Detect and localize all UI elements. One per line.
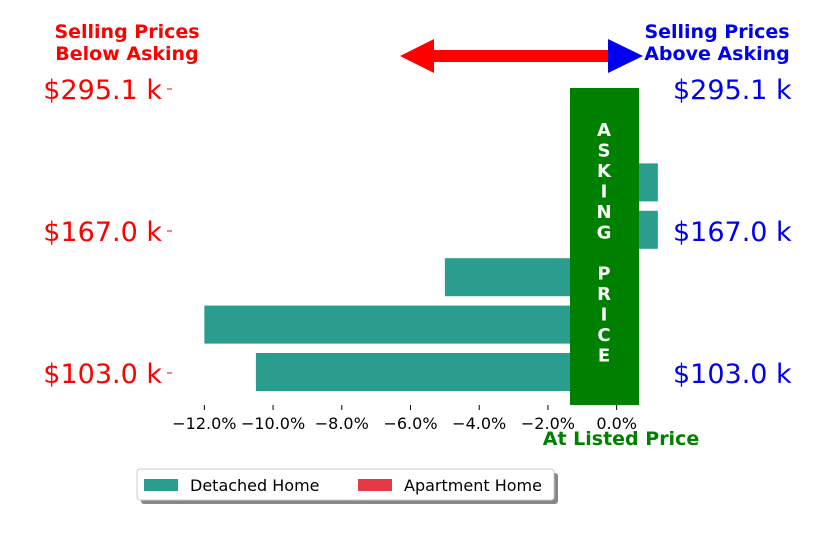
header-below-line2: Below Asking	[55, 43, 198, 65]
arrow-right-head	[608, 39, 643, 73]
asking-letter-3: I	[601, 182, 608, 203]
asking-letter-11: E	[598, 346, 610, 367]
legend: Detached Home Apartment Home	[136, 468, 558, 504]
y-left-label-top: $295.1 k	[43, 75, 162, 106]
x-tick-label-3: −6.0%	[383, 414, 437, 433]
x-tick-label-2: −8.0%	[315, 414, 369, 433]
asking-letter-7: P	[597, 264, 610, 285]
x-tick-label-1: −10.0%	[241, 414, 305, 433]
asking-letter-1: S	[598, 141, 611, 162]
at-listed-price-label: At Listed Price	[543, 428, 699, 450]
x-axis: −12.0% −10.0% −8.0% −6.0% −4.0% −2.0% 0.0%	[172, 405, 637, 433]
asking-price-band	[570, 88, 639, 405]
x-tick-label-0: −12.0%	[172, 414, 236, 433]
legend-label-detached: Detached Home	[190, 476, 320, 495]
asking-letter-2: K	[597, 161, 612, 182]
legend-box	[136, 468, 555, 501]
y-right-label-top: $295.1 k	[673, 75, 792, 106]
legend-swatch-apartment	[358, 479, 392, 491]
y-right-labels: $295.1 k $167.0 k $103.0 k	[673, 75, 792, 390]
arrow-shaft	[432, 50, 614, 62]
arrow-left-head	[400, 39, 434, 73]
header-above-line1: Selling Prices	[644, 21, 789, 43]
asking-letter-8: R	[597, 284, 611, 305]
legend-label-apartment: Apartment Home	[404, 476, 542, 495]
direction-arrow	[400, 39, 643, 73]
bar-6	[255, 353, 617, 391]
legend-swatch-detached	[144, 479, 178, 491]
asking-letter-4: N	[596, 202, 611, 223]
y-left-labels: $295.1 k $167.0 k $103.0 k	[43, 75, 172, 390]
x-tick-label-4: −4.0%	[452, 414, 506, 433]
bar-5	[204, 305, 617, 344]
y-right-label-mid: $167.0 k	[673, 217, 792, 248]
y-left-label-bottom: $103.0 k	[43, 359, 162, 390]
header-above-line2: Above Asking	[644, 43, 790, 65]
x-tick-label-6: 0.0%	[596, 414, 637, 433]
y-left-label-mid: $167.0 k	[43, 217, 162, 248]
asking-letter-9: I	[601, 305, 608, 326]
asking-letter-0: A	[597, 120, 611, 141]
y-right-label-bottom: $103.0 k	[673, 359, 792, 390]
header-below-line1: Selling Prices	[54, 21, 199, 43]
x-tick-label-5: −2.0%	[521, 414, 575, 433]
asking-letter-5: G	[597, 223, 612, 244]
asking-letter-10: C	[597, 325, 610, 346]
